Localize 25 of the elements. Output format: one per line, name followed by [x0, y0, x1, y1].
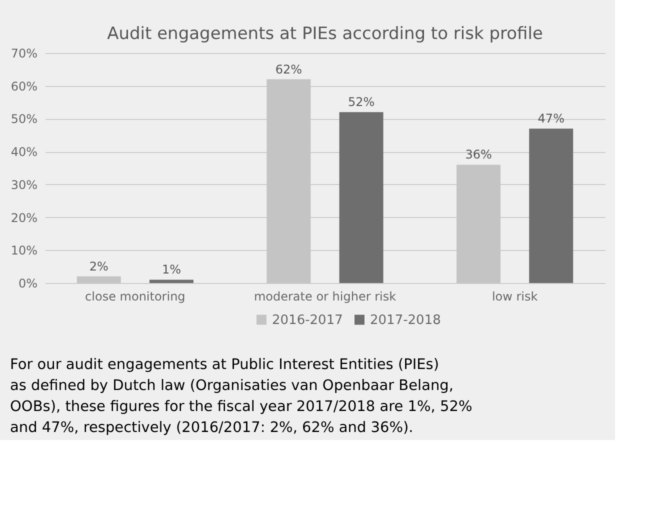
text: For our audit engagements at Public Interest Entities (PIEs) as defined by Dutch law (Organisaties van Openbaar Belang, OOBs), these figures for the fiscal year 2017/2018 are 1%, 52% and 47%, respectively (2016/2017: 2%, 62% and 36%). — [10, 357, 472, 436]
y-tick-label: 0% — [18, 276, 38, 290]
legend-label: 2016-2017 — [272, 312, 343, 328]
data-label: 62% — [275, 62, 302, 76]
y-tick-label: 40% — [10, 145, 38, 160]
y-tick-label: 70% — [10, 46, 38, 60]
bar — [339, 112, 384, 283]
data-label: 36% — [465, 148, 492, 162]
x-tick-label: close monitoring — [85, 290, 186, 304]
data-label: 52% — [348, 95, 375, 110]
y-tick-label: 30% — [10, 178, 38, 192]
bar — [149, 280, 194, 283]
y-tick-label: 60% — [10, 79, 38, 94]
data-label: 2% — [89, 259, 108, 274]
y-tick-label: 20% — [10, 210, 38, 225]
y-tick-label: 10% — [10, 244, 38, 258]
legend-label: 2017-2018 — [370, 312, 441, 328]
y-tick-label: 50% — [10, 112, 38, 126]
data-label: 47% — [538, 112, 564, 126]
chart-title: Audit engagements at PIEs according to risk profile — [107, 24, 543, 44]
x-tick-label: low risk — [492, 290, 538, 304]
data-label: 1% — [162, 262, 181, 277]
bar — [529, 128, 574, 283]
x-tick-label: moderate or higher risk — [254, 290, 396, 304]
bar — [76, 276, 121, 283]
